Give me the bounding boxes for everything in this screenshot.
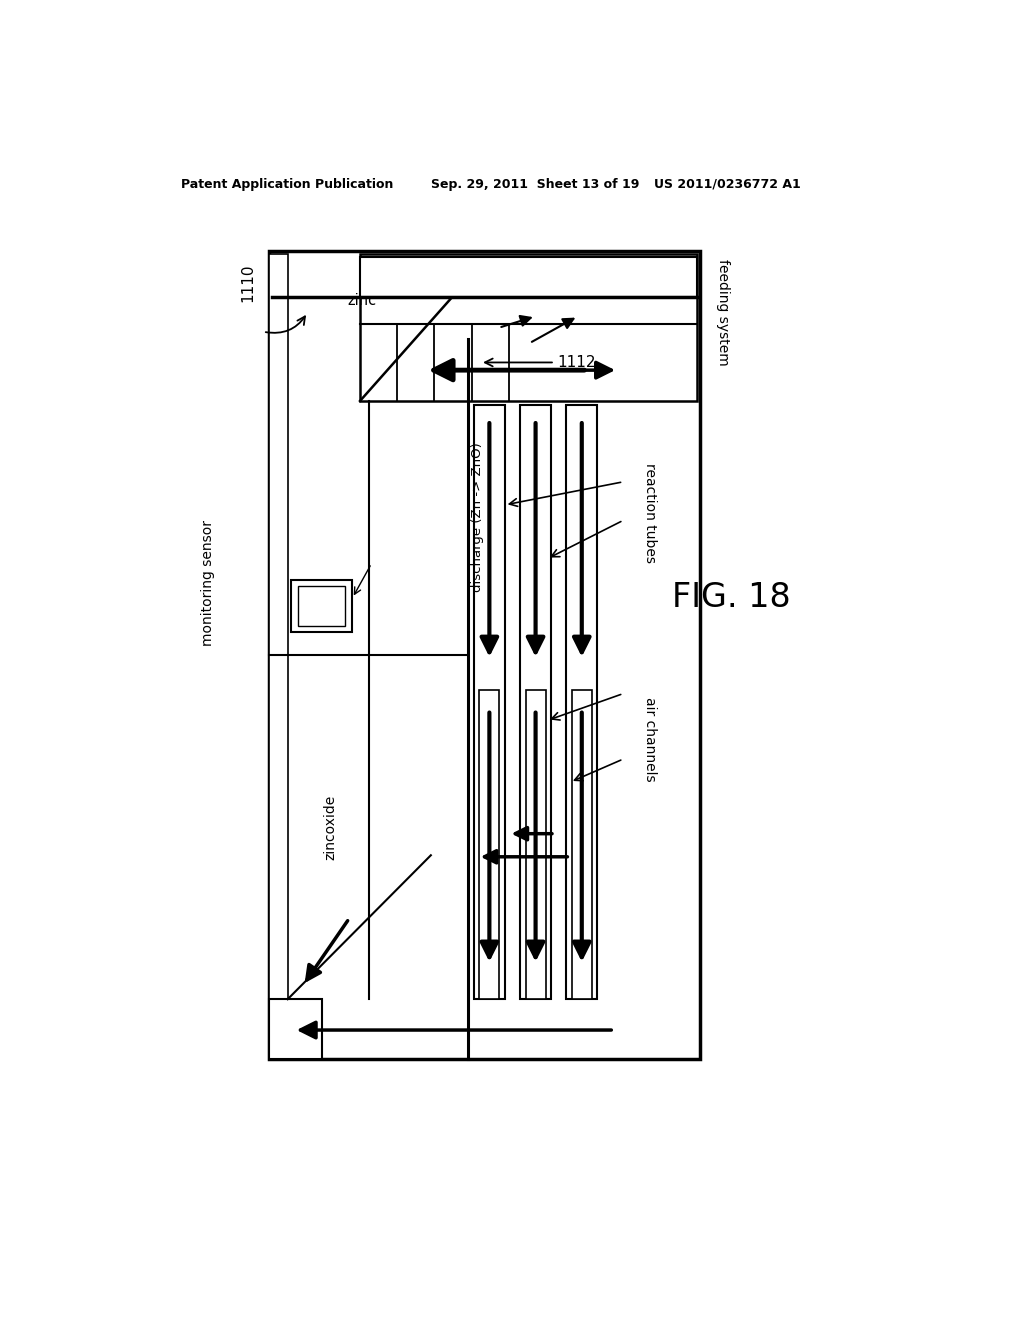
Text: zincoxide: zincoxide xyxy=(324,795,338,861)
Text: discharge (Zn -> ZnO): discharge (Zn -> ZnO) xyxy=(471,442,483,593)
Text: Sep. 29, 2011  Sheet 13 of 19: Sep. 29, 2011 Sheet 13 of 19 xyxy=(431,178,639,190)
Bar xyxy=(566,405,597,999)
Bar xyxy=(360,253,697,401)
Bar xyxy=(474,405,505,999)
Text: monitoring sensor: monitoring sensor xyxy=(201,520,215,645)
Text: FIG. 18: FIG. 18 xyxy=(672,581,791,614)
Text: zinc: zinc xyxy=(348,293,377,309)
Bar xyxy=(269,999,322,1059)
Text: air channels: air channels xyxy=(643,697,657,781)
Text: US 2011/0236772 A1: US 2011/0236772 A1 xyxy=(654,178,801,190)
Bar xyxy=(360,257,697,297)
Text: 1112: 1112 xyxy=(557,355,596,370)
Bar xyxy=(291,579,352,632)
Bar xyxy=(520,405,551,999)
Text: feeding system: feeding system xyxy=(717,259,730,366)
Bar xyxy=(525,690,546,999)
Text: Patent Application Publication: Patent Application Publication xyxy=(180,178,393,190)
Bar xyxy=(479,690,500,999)
Bar xyxy=(269,253,288,999)
Bar xyxy=(298,586,345,626)
Text: reaction tubes: reaction tubes xyxy=(643,462,657,562)
Text: 1110: 1110 xyxy=(240,264,255,302)
Bar xyxy=(571,690,592,999)
Bar xyxy=(269,251,700,1059)
